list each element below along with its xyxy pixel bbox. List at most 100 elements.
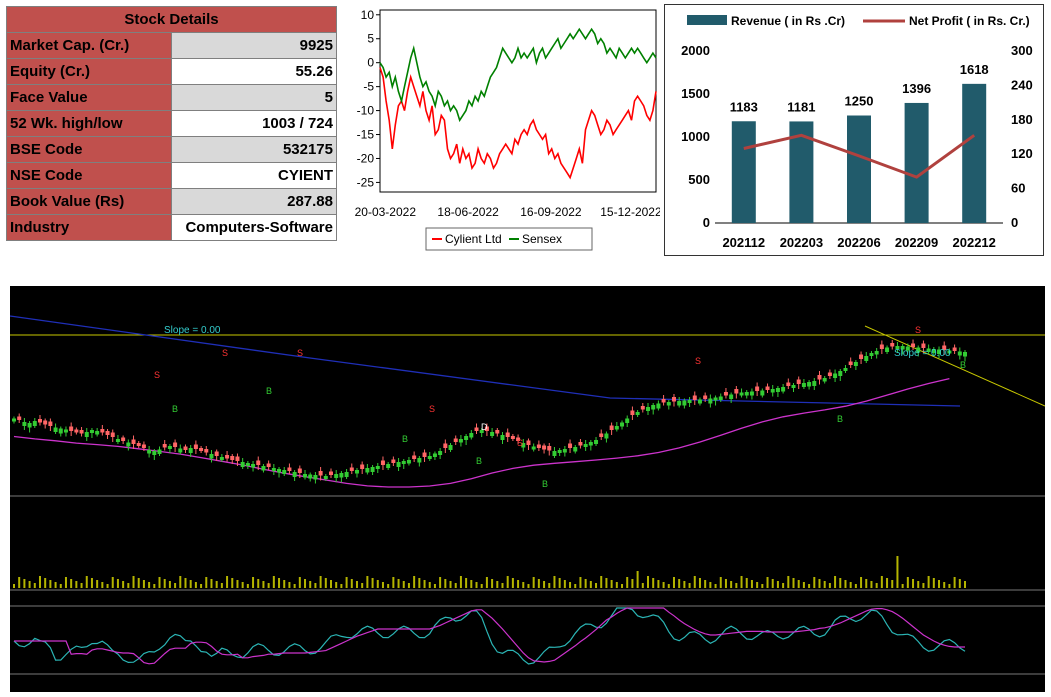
- candle-body: [926, 348, 931, 352]
- candle-body: [609, 425, 614, 430]
- volume-bar: [257, 579, 260, 588]
- row-label: BSE Code: [6, 136, 172, 163]
- volume-bar: [402, 581, 405, 588]
- volume-bar: [761, 584, 764, 588]
- candle-body: [479, 430, 484, 433]
- comparison-chart-panel: 10 5 0 -5 -10 -15 -20 -25 20-03-2022 18-06-2022 1…: [346, 4, 662, 256]
- volume-bar: [194, 582, 197, 588]
- candle-body: [937, 349, 942, 354]
- volume-bar: [958, 579, 961, 588]
- volume-bar: [662, 582, 665, 588]
- candle-body: [490, 432, 495, 436]
- volume-bar: [730, 581, 733, 588]
- series-line-cylient: [379, 67, 657, 180]
- legend-label-revenue: Revenue ( in Rs .Cr): [731, 14, 845, 28]
- x-tick-label: 18-06-2022: [437, 205, 499, 219]
- row-value: 532175: [171, 136, 337, 163]
- candle-body: [703, 395, 708, 399]
- candle-body: [723, 392, 728, 396]
- candle-body: [474, 427, 479, 431]
- volume-bar: [834, 576, 837, 588]
- stock-details-title: Stock Details: [6, 6, 337, 33]
- candle-body: [749, 391, 754, 396]
- candle-body: [386, 464, 391, 468]
- volume-bar: [543, 581, 546, 588]
- candle-body: [453, 438, 458, 442]
- volume-bar: [33, 583, 36, 588]
- table-row: 52 Wk. high/low 1003 / 724: [6, 110, 337, 137]
- y2-tick-label: 120: [1011, 146, 1033, 161]
- row-label: NSE Code: [6, 162, 172, 189]
- volume-bar: [802, 582, 805, 588]
- volume-bar: [688, 583, 691, 588]
- volume-bar: [413, 576, 416, 588]
- candle-body: [422, 452, 427, 457]
- candle-body: [12, 418, 16, 422]
- candle-body: [308, 474, 313, 479]
- candle-body: [339, 473, 344, 478]
- volume-bar: [797, 580, 800, 588]
- candle-body: [588, 442, 593, 446]
- candle-body: [859, 354, 864, 359]
- volume-bar: [324, 578, 327, 588]
- candle-body: [349, 467, 354, 471]
- candle-body: [833, 373, 838, 378]
- volume-bar: [714, 584, 717, 588]
- candle-body: [277, 469, 282, 473]
- buy-signal: B: [172, 404, 178, 414]
- volume-bar: [246, 584, 249, 588]
- volume-bar: [174, 583, 177, 588]
- volume-bar: [470, 580, 473, 588]
- volume-bar: [750, 580, 753, 588]
- candle-body: [521, 443, 526, 448]
- candle-body: [370, 467, 375, 472]
- divergence-signal: D: [481, 422, 488, 432]
- volume-bar: [844, 580, 847, 588]
- y2-tick-label: 240: [1011, 77, 1033, 92]
- row-label: Face Value: [6, 84, 172, 111]
- volume-bar: [283, 580, 286, 588]
- volume-bar: [678, 579, 681, 588]
- candle-body: [375, 466, 380, 469]
- volume-bar: [652, 578, 655, 588]
- candle-body: [141, 444, 146, 448]
- volume-bar: [828, 583, 831, 588]
- candle-body: [516, 437, 521, 441]
- volume-bar: [574, 584, 577, 588]
- candle-body: [879, 344, 884, 349]
- volume-bar: [381, 582, 384, 588]
- buy-signal: B: [542, 479, 548, 489]
- y-tick-label: 1000: [681, 129, 710, 144]
- volume-bar: [340, 584, 343, 588]
- candle-body: [661, 399, 666, 403]
- buy-signal: B: [266, 386, 272, 396]
- candle-body: [536, 444, 541, 448]
- candle-body: [614, 426, 619, 430]
- candle-body: [136, 443, 141, 446]
- candle-body: [755, 386, 760, 391]
- volume-bar: [205, 577, 208, 588]
- volume-bar: [647, 576, 649, 588]
- candle-body: [432, 453, 437, 457]
- candle-body: [167, 446, 172, 449]
- candle-body: [692, 395, 697, 400]
- candle-body: [677, 401, 682, 406]
- candle-body: [775, 388, 780, 392]
- candle-body: [542, 445, 547, 450]
- candle-body: [526, 440, 531, 445]
- candle-body: [890, 343, 895, 347]
- candle-body: [947, 350, 952, 354]
- candle-body: [271, 468, 276, 471]
- volume-bar: [309, 581, 312, 588]
- financials-chart-panel: Revenue ( in Rs .Cr) Net Profit ( in Rs.…: [664, 4, 1044, 256]
- volume-bar: [439, 577, 442, 588]
- candle-body: [360, 464, 365, 469]
- volume-bar: [397, 579, 400, 588]
- candle-body: [864, 356, 869, 361]
- candle-body: [697, 399, 702, 404]
- y2-tick-label: 180: [1011, 112, 1033, 127]
- candle-body: [74, 429, 79, 433]
- volume-bar: [964, 581, 966, 588]
- row-value: 287.88: [171, 188, 337, 215]
- row-label: Market Cap. (Cr.): [6, 32, 172, 59]
